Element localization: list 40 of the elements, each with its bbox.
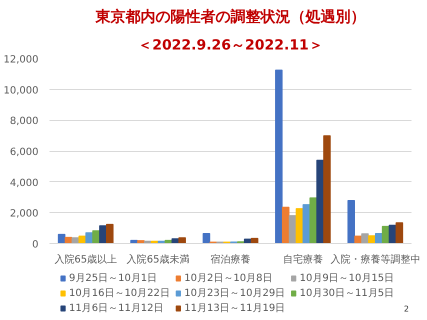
bar [92,230,100,244]
x-tick-label: 入院65歳未満 [126,254,190,266]
bar [178,237,186,244]
text: 2 [404,304,409,314]
bar [309,197,317,244]
y-tick-label: 0 [32,240,39,250]
bar [282,206,290,244]
bar [361,233,369,244]
bar [250,238,258,244]
x-tick-label: 宿泊療養 [210,254,250,266]
bar [347,200,355,244]
bar [388,224,396,244]
legend-label: 9月25日～10月1日 [69,273,158,284]
bar [99,225,107,244]
legend-label: 11月6日～11月12日 [69,303,164,314]
bar [172,238,180,244]
y-tick-label: 2,000 [10,208,39,220]
bar [296,208,304,244]
chart-subtitle: ＜2022.9.26～2022.11＞ [138,38,323,54]
x-tick-label: 入院・療養等調整中 [330,254,420,266]
x-tick-label: 自宅療養 [282,254,323,266]
y-tick-label: 8,000 [10,116,39,128]
legend-label: 10月30日～11月5日 [300,288,394,299]
legend-label: 10月9日～10月15日 [300,273,394,284]
bar [396,222,404,244]
y-tick-label: 6,000 [10,147,39,158]
bar [275,70,283,244]
y-tick-label: 10,000 [4,85,39,96]
bar [323,135,331,244]
y-tick-label: 12,000 [4,54,39,66]
legend-label: 10月23日～10月29日 [184,288,286,299]
chart-title: 東京都内の陽性者の調整状況（処遇別） [94,8,366,26]
y-tick-label: 4,000 [10,178,39,189]
legend-label: 11月13日～11月19日 [184,303,286,314]
bar [202,232,210,244]
bar [302,204,310,244]
bar [106,224,114,244]
legend-label: 10月2日～10月8日 [184,273,272,284]
x-tick-label: 入院65歳以上 [54,254,118,266]
legend-label: 10月16日～10月22日 [69,288,170,299]
